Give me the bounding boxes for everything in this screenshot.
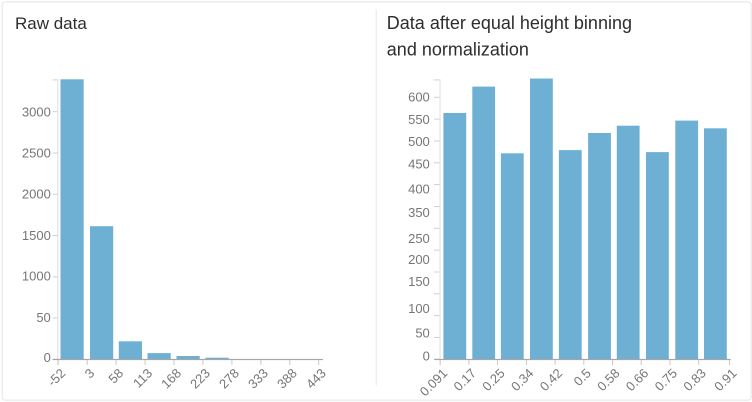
svg-text:50: 50 bbox=[36, 310, 50, 325]
svg-text:400: 400 bbox=[408, 182, 430, 197]
svg-text:50: 50 bbox=[415, 326, 429, 341]
svg-text:Raw data: Raw data bbox=[15, 14, 87, 33]
svg-text:600: 600 bbox=[408, 90, 430, 105]
svg-text:1500: 1500 bbox=[22, 228, 51, 243]
svg-text:550: 550 bbox=[408, 112, 430, 127]
svg-text:0: 0 bbox=[423, 348, 430, 363]
svg-text:500: 500 bbox=[408, 134, 430, 149]
svg-text:150: 150 bbox=[408, 274, 430, 289]
svg-text:450: 450 bbox=[408, 157, 430, 172]
svg-text:250: 250 bbox=[408, 231, 430, 246]
svg-text:and normalization: and normalization bbox=[387, 40, 529, 60]
svg-text:0: 0 bbox=[44, 350, 51, 365]
svg-text:3000: 3000 bbox=[22, 104, 51, 119]
svg-text:100: 100 bbox=[408, 301, 430, 316]
svg-text:200: 200 bbox=[408, 252, 430, 267]
svg-text:1000: 1000 bbox=[22, 269, 51, 284]
svg-text:350: 350 bbox=[408, 205, 430, 220]
svg-text:2500: 2500 bbox=[22, 146, 51, 161]
svg-text:2000: 2000 bbox=[22, 187, 51, 202]
svg-text:Data after equal height binnin: Data after equal height binning bbox=[387, 13, 632, 33]
